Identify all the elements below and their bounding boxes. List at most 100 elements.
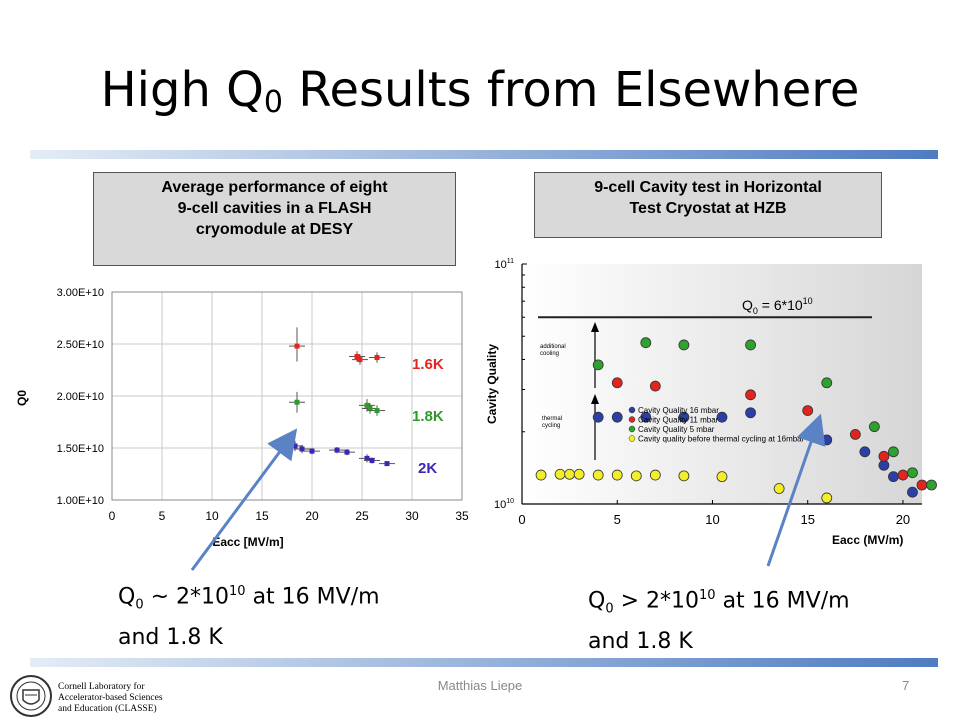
right-point	[907, 467, 918, 479]
right-point	[849, 428, 861, 440]
left-point	[374, 355, 380, 361]
legend-label: Cavity Quality 11 mbar	[638, 416, 719, 425]
right-point	[716, 471, 728, 483]
left-ytick-label: 1.00E+10	[57, 495, 104, 507]
top-rule	[30, 150, 938, 159]
right-point	[649, 380, 661, 392]
left-point	[364, 455, 370, 461]
right-point	[773, 483, 785, 494]
left-xtick-label: 20	[305, 509, 319, 523]
left-point	[299, 446, 305, 452]
left-xtick-label: 10	[205, 509, 219, 523]
right-point	[716, 411, 728, 423]
legend-marker	[628, 425, 636, 433]
right-point	[821, 377, 833, 389]
right-arrow	[766, 413, 826, 567]
legend-marker	[628, 435, 636, 442]
left-xtick-label: 15	[255, 509, 269, 523]
right-point	[678, 411, 690, 423]
left-point	[294, 343, 300, 349]
right-point	[611, 411, 623, 423]
cornell-seal-icon	[10, 675, 52, 717]
right-point	[678, 470, 690, 482]
left-point	[294, 399, 300, 405]
curve-label-1.6K: 1.6K	[412, 356, 444, 373]
bottom-rule	[30, 658, 938, 667]
curve-label-1.8K: 1.8K	[412, 408, 444, 425]
left-ylabel: Q0	[15, 390, 29, 406]
slide-title: High Q0 Results from Elsewhere	[100, 62, 860, 120]
left-point	[367, 405, 373, 411]
side-label-thermal: thermal cycling	[542, 416, 562, 429]
left-ytick-label: 2.00E+10	[57, 391, 104, 403]
right-ytick-label: 1011	[494, 258, 514, 271]
left-ytick-label: 3.00E+10	[57, 287, 104, 299]
right-point	[926, 479, 937, 491]
cycling-arrowhead	[591, 394, 599, 404]
curve-label-2K: 2K	[418, 460, 438, 477]
right-point	[649, 469, 661, 481]
left-point	[374, 408, 380, 414]
right-point	[592, 411, 604, 423]
left-scatter-chart: 0 5 10 15 20 25 30 35 1.00E+10 1.50E+10 2.00E+10 2.…	[0, 270, 470, 550]
right-point	[745, 339, 756, 351]
right-point	[821, 492, 833, 504]
legend-marker	[628, 406, 636, 414]
side-label-cooling: additional cooling	[540, 344, 566, 357]
right-xtick-label: 20	[896, 512, 910, 527]
logo-text: Cornell Laboratory for Accelerator-based …	[58, 682, 163, 714]
right-xtick-label: 0	[518, 512, 525, 527]
right-caption-box: 9-cell Cavity test in Horizontal Test Cry…	[534, 172, 882, 238]
legend-label: Cavity quality before thermal cycling at…	[638, 435, 805, 444]
right-point	[630, 470, 642, 482]
right-point	[888, 446, 899, 458]
right-ylabel: Cavity Quality	[485, 344, 499, 424]
right-point	[678, 339, 690, 351]
footer-author: Matthias Liepe	[437, 678, 523, 693]
right-point	[573, 468, 585, 480]
left-point	[357, 357, 363, 363]
left-xtick-label: 30	[405, 509, 419, 523]
left-point	[354, 353, 360, 359]
level-annotation: Q0 = 6*1010	[742, 296, 813, 316]
left-point	[344, 449, 350, 455]
right-xlabel: Eacc (MV/m)	[832, 533, 903, 547]
left-point	[334, 447, 340, 453]
left-plot-frame	[111, 291, 463, 501]
left-xtick-label: 5	[159, 509, 166, 523]
left-ytick-label: 2.50E+10	[57, 339, 104, 351]
right-point	[878, 450, 890, 462]
legend-marker	[628, 416, 636, 423]
left-ytick-label: 1.50E+10	[57, 443, 104, 455]
right-point	[611, 377, 623, 389]
left-xtick-label: 0	[109, 509, 116, 523]
left-point	[309, 448, 315, 454]
right-ytick-label: 1010	[494, 498, 514, 511]
right-point	[640, 337, 652, 349]
left-note: Q0 ~ 2*1010 at 16 MV/m and 1.8 K	[118, 584, 380, 650]
left-caption-box: Average performance of eight 9-cell cavit…	[93, 172, 456, 266]
right-xtick-label: 15	[800, 512, 814, 527]
right-point	[868, 421, 880, 433]
legend-label: Cavity Quality 5 mbar	[638, 425, 715, 434]
right-point	[907, 486, 918, 498]
left-xlabel: Eacc [MV/m]	[212, 535, 283, 549]
cooling-arrowhead	[591, 322, 599, 332]
right-point	[592, 359, 604, 371]
left-point	[384, 461, 390, 467]
right-point	[640, 411, 652, 423]
right-point	[859, 446, 871, 458]
left-xtick-label: 25	[355, 509, 369, 523]
right-point	[535, 469, 547, 481]
right-xtick-label: 5	[614, 512, 621, 527]
left-point	[369, 457, 375, 463]
legend-label: Cavity Quality 16 mbar	[638, 406, 719, 415]
page-number: 7	[902, 678, 910, 693]
right-note: Q0 > 2*1010 at 16 MV/m and 1.8 K	[588, 588, 850, 654]
left-arrow	[190, 428, 298, 571]
left-xtick-label: 35	[455, 509, 469, 523]
right-point	[611, 469, 623, 481]
right-xtick-label: 10	[705, 512, 719, 527]
